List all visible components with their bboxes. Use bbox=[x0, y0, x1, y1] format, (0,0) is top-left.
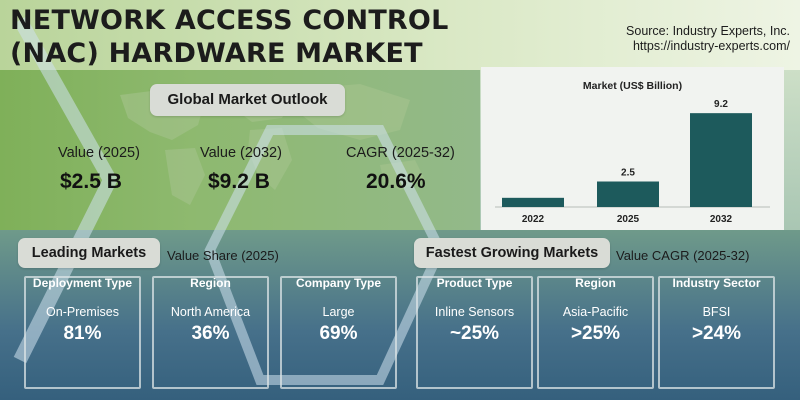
source-credit: Source: Industry Experts, Inc. https://i… bbox=[626, 24, 790, 54]
leading-markets-heading: Leading Markets bbox=[18, 238, 160, 268]
metric-label-value-2025: Value (2025) bbox=[58, 145, 140, 161]
card-region-leading bbox=[152, 276, 269, 389]
card-product-type-title: Product Type bbox=[436, 276, 513, 290]
chart-value-label-2025: 2.5 bbox=[621, 168, 635, 179]
card-company-type bbox=[280, 276, 397, 389]
card-deployment-type-name: On-Premises bbox=[46, 305, 119, 319]
card-industry-sector-title: Industry Sector bbox=[672, 276, 761, 290]
card-industry-sector-value: >24% bbox=[691, 323, 742, 344]
market-chart: Market (US$ Billion) 2022 2.5 2025 9.2 2032 bbox=[481, 67, 784, 230]
card-deployment-type-title: Deployment Type bbox=[32, 276, 133, 290]
card-deployment-type-value: 81% bbox=[63, 323, 102, 344]
card-company-type-name: Large bbox=[322, 305, 355, 319]
card-region-fastest-name: Asia-Pacific bbox=[562, 305, 629, 319]
chart-tick-label-2032: 2032 bbox=[710, 214, 733, 225]
title-line-2: (NAC) HARDWARE MARKET bbox=[10, 38, 423, 69]
card-region-leading-value: 36% bbox=[191, 323, 230, 344]
chart-tick-label-2022: 2022 bbox=[522, 214, 545, 225]
card-deployment-type bbox=[24, 276, 141, 389]
chart-title: Market (US$ Billion) bbox=[583, 80, 682, 92]
background-top-band bbox=[0, 0, 800, 70]
fastest-growing-note: Value CAGR (2025-32) bbox=[616, 248, 750, 263]
card-product-type bbox=[416, 276, 533, 389]
chart-value-label-2032: 9.2 bbox=[714, 99, 728, 110]
card-region-leading-title: Region bbox=[190, 276, 231, 290]
decorative-lines bbox=[13, 16, 446, 385]
chart-bar-2022 bbox=[502, 197, 564, 207]
metric-value-2032: $9.2 B bbox=[208, 170, 270, 193]
leading-markets-note: Value Share (2025) bbox=[167, 248, 279, 263]
chart-tick-label-2025: 2025 bbox=[617, 214, 640, 225]
card-region-fastest-title: Region bbox=[575, 276, 616, 290]
metric-label-value-2032: Value (2032) bbox=[200, 145, 282, 161]
source-line-2: https://industry-experts.com/ bbox=[632, 39, 790, 53]
metric-label-cagr: CAGR (2025-32) bbox=[346, 145, 455, 161]
metric-value-cagr: 20.6% bbox=[366, 170, 426, 193]
market-chart-svg: Market (US$ Billion) 2022 2.5 2025 9.2 2032 bbox=[495, 80, 770, 225]
source-line-1: Source: Industry Experts, Inc. bbox=[626, 24, 790, 38]
fastest-growing-heading: Fastest Growing Markets bbox=[414, 238, 610, 268]
chart-bar-2032 bbox=[690, 113, 752, 207]
card-region-fastest-value: >25% bbox=[570, 323, 621, 344]
card-company-type-value: 69% bbox=[319, 323, 358, 344]
page-title: NETWORK ACCESS CONTROL (NAC) HARDWARE MA… bbox=[10, 4, 480, 70]
card-product-type-value: ~25% bbox=[449, 323, 500, 344]
card-region-leading-name: North America bbox=[170, 305, 251, 319]
card-industry-sector bbox=[658, 276, 775, 389]
card-product-type-name: Inline Sensors bbox=[434, 305, 515, 319]
chart-bar-2025 bbox=[597, 181, 659, 207]
card-region-fastest bbox=[537, 276, 654, 389]
card-company-type-title: Company Type bbox=[295, 276, 382, 290]
title-line-1: NETWORK ACCESS CONTROL bbox=[10, 5, 449, 36]
outlook-heading: Global Market Outlook bbox=[150, 84, 345, 116]
metric-value-2025: $2.5 B bbox=[60, 170, 122, 193]
card-industry-sector-name: BFSI bbox=[702, 305, 731, 319]
